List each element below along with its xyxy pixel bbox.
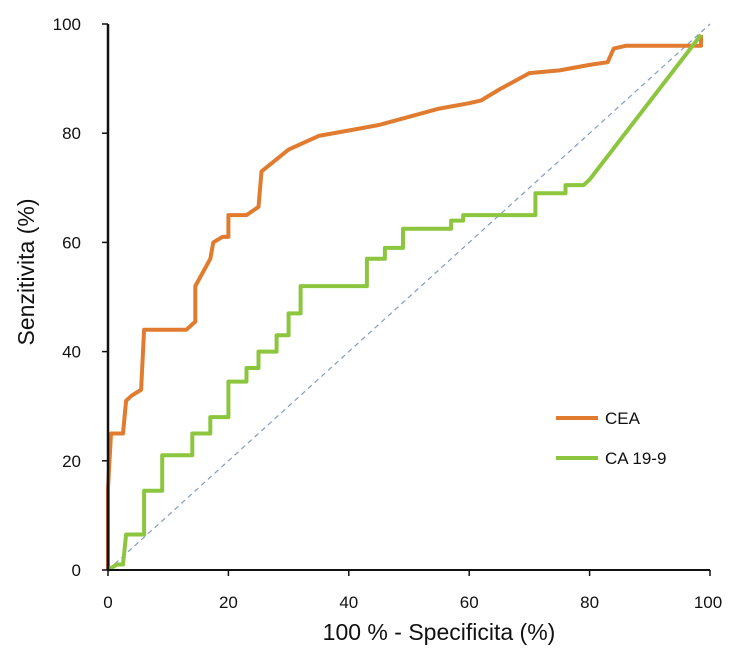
x-tick-label-40: 40 xyxy=(339,593,358,612)
y-tick-label-0: 0 xyxy=(72,561,81,580)
legend: CEA CA 19-9 xyxy=(556,409,666,468)
y-tick-label-20: 20 xyxy=(62,452,81,471)
x-tick-label-100: 100 xyxy=(694,593,722,612)
y-tick-label-60: 60 xyxy=(62,233,81,252)
y-tick-label-80: 80 xyxy=(62,124,81,143)
series-line-ca-19-9 xyxy=(106,33,703,572)
x-tick-label-80: 80 xyxy=(580,593,599,612)
reference-diagonal-line xyxy=(107,23,711,571)
y-tick-label-100: 100 xyxy=(53,15,81,34)
legend-label-ca-19-9: CA 19-9 xyxy=(605,449,666,468)
y-tick-label-40: 40 xyxy=(62,343,81,362)
x-axis-title: 100 % - Specificita (%) xyxy=(323,619,556,645)
series-line-cea xyxy=(106,34,703,570)
legend-label-cea: CEA xyxy=(605,409,641,428)
y-axis-title: Senzitivita (%) xyxy=(13,199,39,346)
x-tick-label-20: 20 xyxy=(219,593,238,612)
x-tick-label-60: 60 xyxy=(460,593,479,612)
x-tick-label-0: 0 xyxy=(103,593,112,612)
